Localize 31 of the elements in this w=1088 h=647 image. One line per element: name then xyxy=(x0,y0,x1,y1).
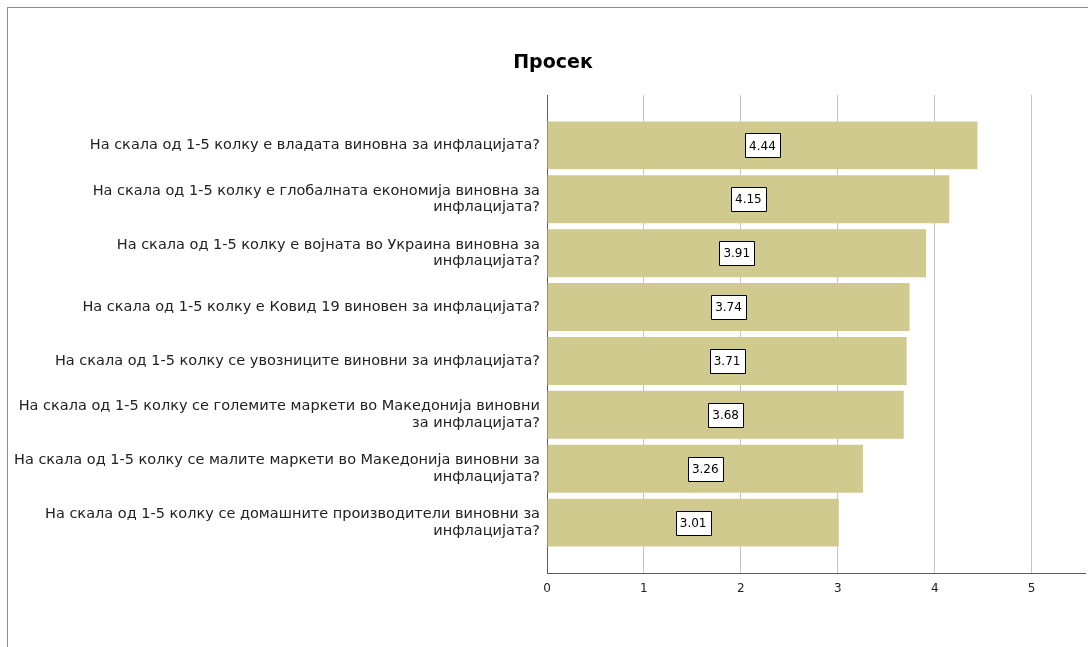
bar xyxy=(547,121,978,170)
data-label: 4.15 xyxy=(735,192,762,207)
x-tick-label: 0 xyxy=(543,581,551,596)
y-tick-label: На скала од 1-5 колку се малите маркети во Македонија виновни за инфлацијата? xyxy=(13,451,540,484)
y-tick-label: На скала од 1-5 колку се увозниците виновни за инфлацијата? xyxy=(54,351,540,368)
bar xyxy=(547,283,910,332)
data-label: 3.71 xyxy=(713,354,741,369)
bar xyxy=(547,444,864,493)
x-tick-label: 5 xyxy=(1027,581,1036,596)
data-label: 3.01 xyxy=(679,515,707,530)
data-label: 4.44 xyxy=(749,138,776,153)
y-tick-label: На скала од 1-5 колку се големите маркети во Македонија виновни за инфлацијата? xyxy=(18,397,540,430)
x-tick-label: 3 xyxy=(833,581,842,596)
bar xyxy=(547,498,839,547)
y-tick-label: На скала од 1-5 колку се домашните производители виновни за инфлацијата? xyxy=(45,505,540,538)
y-tick-label: На скала од 1-5 колку е глобалната економија виновна за инфлацијата? xyxy=(92,181,540,215)
bar xyxy=(547,390,904,439)
x-tick-label: 1 xyxy=(640,581,648,596)
data-label: 3.91 xyxy=(723,246,751,261)
y-tick-label: На скала од 1-5 колку е Ковид 19 виновен за инфлацијата? xyxy=(82,297,540,314)
data-label: 3.26 xyxy=(691,461,719,476)
data-label: 3.68 xyxy=(712,407,739,422)
data-label: 3.74 xyxy=(715,300,742,315)
y-tick-label: На скала од 1-5 колку е војната во Украина виновна за инфлацијата? xyxy=(116,235,540,269)
x-tick-label: 2 xyxy=(737,581,745,596)
chart-title: Просек xyxy=(513,49,593,72)
bar xyxy=(547,336,907,385)
bar xyxy=(547,229,927,278)
bar xyxy=(547,175,950,224)
y-tick-label: На скала од 1-5 колку е владата виновна за инфлацијата? xyxy=(89,136,540,153)
x-tick-label: 4 xyxy=(930,581,939,596)
